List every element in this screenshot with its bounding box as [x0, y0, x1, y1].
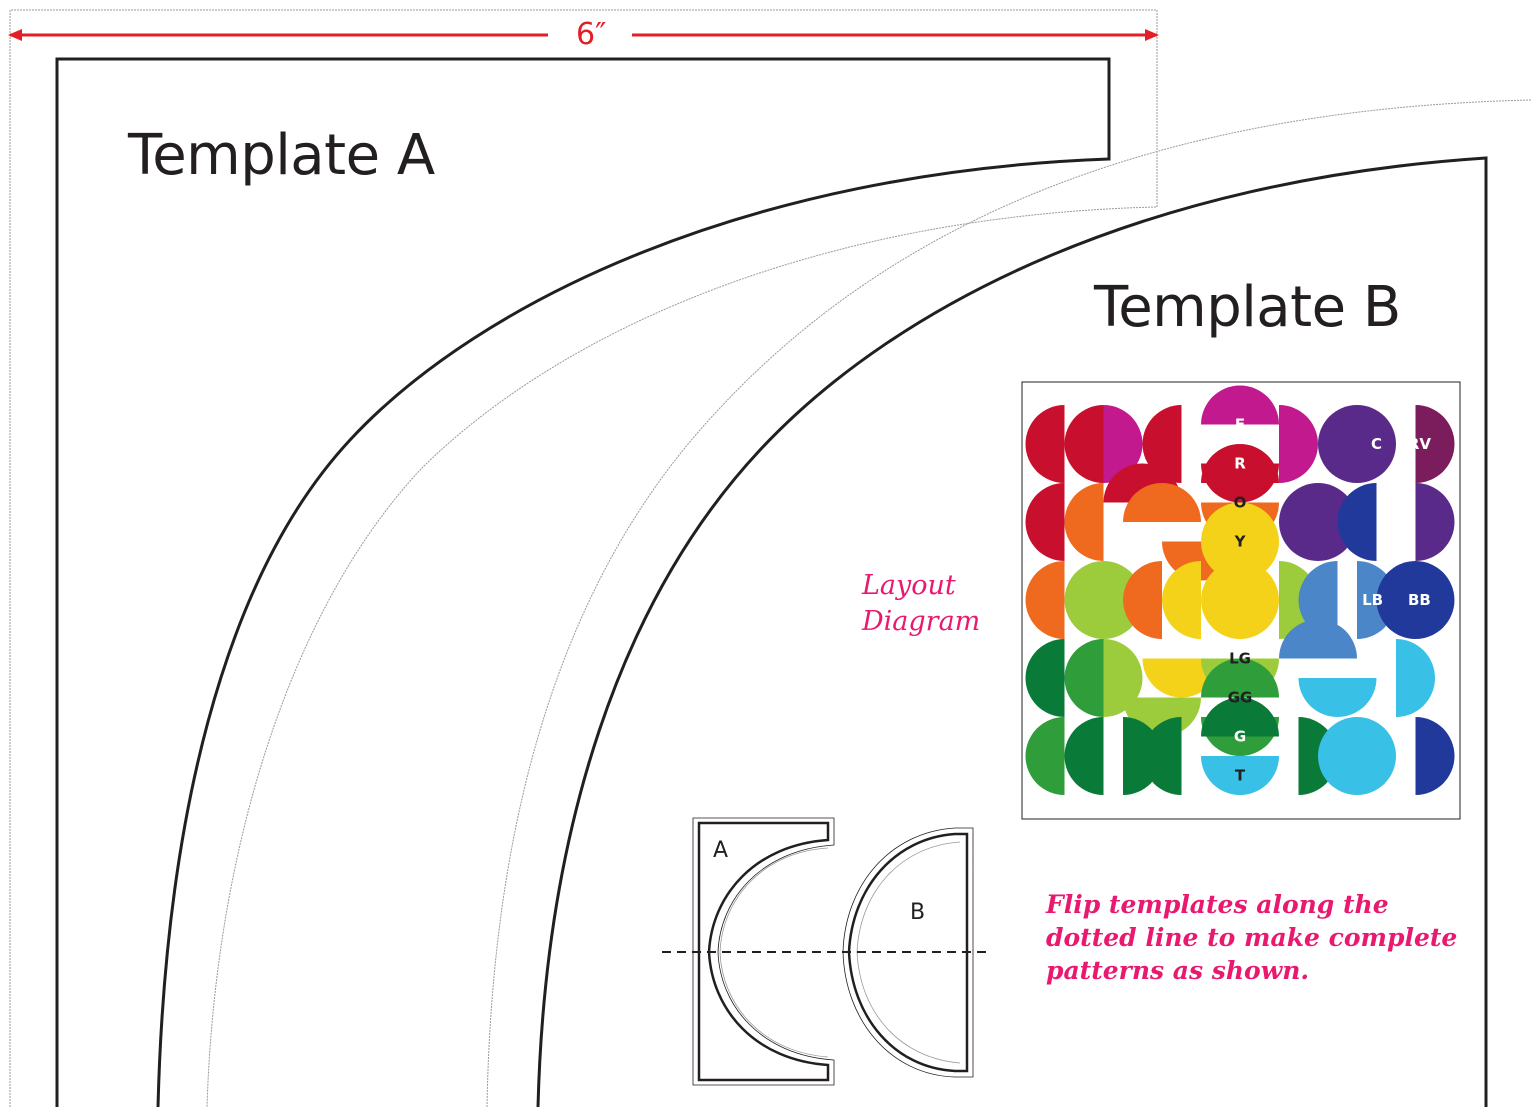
quilt-half-circle: [1025, 561, 1065, 639]
template-a-title: Template A: [128, 123, 435, 188]
quilt-half-circle: [1025, 483, 1065, 561]
quilt-color-code-rv: RV: [1408, 435, 1432, 453]
quilt-half-circle: [1376, 561, 1416, 639]
quilt-half-circle: [1064, 483, 1104, 561]
quilt-half-circle: [1279, 483, 1318, 561]
quilt-color-code-lg: LG: [1229, 650, 1251, 668]
flip-instructions: Flip templates along the dotted line to …: [1046, 888, 1457, 987]
quilt-half-circle: [1123, 561, 1162, 639]
flip-piece-a-inner: [719, 847, 829, 1058]
quilt-half-circle: [1025, 405, 1065, 483]
template-a-cut-line: [55, 57, 1111, 1107]
quilt-half-circle: [1318, 717, 1357, 795]
quilt-color-code-o: O: [1234, 494, 1247, 512]
quilt-color-code-t: T: [1235, 767, 1246, 785]
quilt-half-circle: [1415, 483, 1455, 561]
quilt-half-circle: [1064, 561, 1104, 639]
flip-instructions-line2: dotted line to make complete: [1046, 923, 1458, 952]
quilt-color-code-y: Y: [1234, 533, 1247, 551]
template-b-title: Template B: [1094, 275, 1401, 340]
quilt-half-circle: [1279, 405, 1318, 483]
flip-instructions-line3: patterns as shown.: [1046, 956, 1310, 985]
quilt-half-circle: [1201, 756, 1279, 795]
quilt-half-circle: [1279, 619, 1357, 659]
quilt-half-circle: [1064, 639, 1104, 717]
flip-instructions-line1: Flip templates along the: [1046, 890, 1389, 919]
dimension-label: 6″: [562, 20, 621, 50]
quilt-half-circle: [1201, 658, 1279, 698]
quilt-half-circle: [1142, 405, 1182, 483]
quilt-color-code-lb: LB: [1362, 591, 1383, 609]
template-a-seam-line: [9, 9, 1158, 1107]
quilt-half-circle: [1123, 483, 1201, 522]
quilt-half-circle: [1415, 405, 1455, 483]
quilt-half-circle: [1064, 405, 1104, 483]
quilt-half-circle: [1337, 483, 1377, 561]
flip-piece-a-label: A: [713, 838, 729, 863]
quilt-half-circle: [1415, 561, 1455, 639]
quilt-half-circle: [1142, 658, 1221, 698]
quilt-half-circle: [1025, 717, 1065, 795]
quilt-half-circle: [1240, 561, 1279, 639]
quilt-half-circle: [1298, 678, 1377, 717]
quilt-half-circle: [1103, 405, 1143, 483]
quilt-half-circle: [1201, 385, 1279, 425]
quilt-half-circle: [1201, 561, 1240, 639]
quilt-color-code-gg: GG: [1228, 689, 1253, 707]
quilt-half-circle: [1201, 502, 1279, 542]
template-b-seam-line: [486, 99, 1532, 1107]
quilt-half-circle: [1025, 639, 1065, 717]
quilt-half-circle: [1318, 405, 1357, 483]
quilt-color-code-r: R: [1234, 455, 1246, 473]
quilt-color-code-bb: BB: [1408, 591, 1431, 609]
quilt-half-circle: [1415, 717, 1455, 795]
quilt-color-code-c: C: [1371, 435, 1382, 453]
quilt-half-circle: [1142, 717, 1182, 795]
layout-diagram-label-line1: Layout: [862, 570, 956, 601]
quilt-half-circle: [1396, 639, 1435, 717]
quilt-half-circle: [1298, 561, 1338, 639]
quilt-half-circle: [1201, 697, 1279, 737]
quilt-color-code-g: G: [1234, 728, 1246, 746]
quilt-half-circle: [1162, 561, 1201, 639]
quilt-color-code-f: F: [1235, 416, 1245, 434]
quilt-half-circle: [1064, 717, 1104, 795]
template-b-cut-line: [536, 156, 1488, 1107]
flip-piece-a-seam: [692, 817, 835, 1086]
layout-diagram-label-line2: Diagram: [862, 605, 981, 637]
flip-piece-b-label: B: [910, 900, 926, 925]
layout-diagram-label: Layout Diagram: [862, 568, 980, 639]
quilt-half-circle: [1357, 717, 1396, 795]
quilt-half-circle: [1357, 405, 1396, 483]
quilt-half-circle: [1201, 444, 1279, 483]
